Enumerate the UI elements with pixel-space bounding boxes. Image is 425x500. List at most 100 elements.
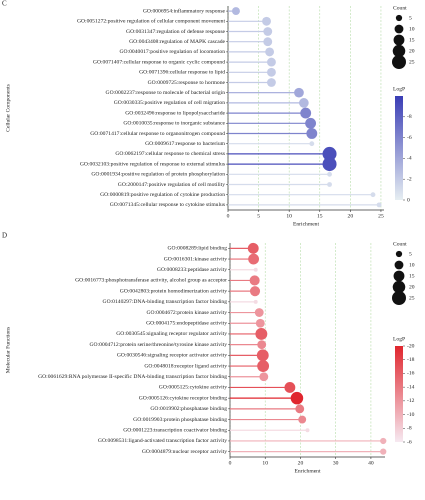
dot <box>305 117 317 129</box>
dot <box>370 192 376 198</box>
colorbar-label: -6 <box>407 135 412 141</box>
color-legend-title: LogP <box>393 336 405 342</box>
colorbar-label: -8 <box>407 426 412 432</box>
category-label: GO:0042803:protein homodimerization acti… <box>120 288 227 294</box>
category-label: GO:0098531:ligand-activated transcriptio… <box>98 437 227 444</box>
category-label: GO:0019903:protein phosphatase binding <box>133 417 227 423</box>
category-label: GO:0071396:cellular response to lipid <box>139 70 225 76</box>
size-legend-title: Count <box>393 241 407 247</box>
dot <box>267 67 276 77</box>
size-legend-label: 20 <box>409 284 415 290</box>
colorbar <box>395 346 403 442</box>
dot <box>380 437 387 445</box>
category-label: GO:0071345:cellular response to cytokine… <box>110 202 225 208</box>
y-axis-title: Molecular Functions <box>5 327 11 373</box>
dot <box>253 299 258 304</box>
category-label: GO:0016301:kinase activity <box>164 256 227 262</box>
colorbar-label: -10 <box>407 412 415 418</box>
dot <box>247 242 259 254</box>
size-legend-dot <box>395 14 403 22</box>
category-label: GO:0032103:positive regulation of respon… <box>80 160 225 167</box>
category-label: GO:0030545:signaling receptor regulator … <box>116 331 227 337</box>
x-tick-label: 0 <box>229 460 232 466</box>
colorbar-label: -16 <box>407 371 415 377</box>
dot <box>249 275 260 286</box>
dot <box>306 128 318 139</box>
dot <box>322 146 337 161</box>
dot <box>267 78 276 87</box>
dot <box>249 286 261 297</box>
category-label: GO:0032496:response to lipopolysaccharid… <box>125 110 225 116</box>
category-label: GO:0030335:positive regulation of cell m… <box>114 99 225 106</box>
dot <box>257 360 270 372</box>
colorbar-label: -2 <box>407 176 412 182</box>
colorbar-label: -18 <box>407 357 415 363</box>
dot <box>298 415 307 424</box>
size-legend-label: 5 <box>409 15 412 21</box>
dot <box>263 27 273 36</box>
category-label: GO:0016773:phosphotransferase activity, … <box>75 277 227 284</box>
size-legend-title: Count <box>393 5 407 11</box>
category-label: GO:0040017:positive regulation of locomo… <box>120 48 226 55</box>
color-legend-title: LogP <box>393 86 405 92</box>
dot <box>327 171 332 177</box>
dot <box>327 182 332 187</box>
size-legend-dot <box>394 260 404 270</box>
colorbar-label: 0 <box>407 197 410 203</box>
x-tick-label: 5 <box>257 213 260 219</box>
dot <box>295 404 305 414</box>
dot <box>267 57 276 67</box>
colorbar-label: -14 <box>407 384 415 390</box>
dot <box>294 87 304 98</box>
category-label: GO:0004879:nuclear receptor activity <box>142 449 227 455</box>
x-tick-label: 25 <box>378 213 384 219</box>
size-legend-label: 15 <box>409 37 415 43</box>
dot <box>380 448 387 455</box>
category-label: GO:0051272:positive regulation of cellul… <box>77 18 225 25</box>
x-tick-label: 20 <box>298 460 304 466</box>
size-legend-label: 10 <box>409 262 415 268</box>
dot <box>253 267 258 272</box>
size-legend-dot <box>393 34 405 46</box>
size-legend-dot <box>393 270 405 282</box>
dot <box>255 318 265 328</box>
category-label: GO:0005125:cytokine activity <box>159 385 227 391</box>
x-tick-label: 15 <box>317 213 323 219</box>
category-label: GO:0002237:response to molecule of bacte… <box>106 89 226 96</box>
category-label: GO:0004672:protein kinase activity <box>147 310 228 316</box>
size-legend-dot <box>395 250 403 258</box>
category-label: GO:0001934:positive regulation of protei… <box>91 171 225 178</box>
dot <box>255 328 268 340</box>
category-label: GO:0004712:protein serine/threonine/tyro… <box>90 342 228 348</box>
size-legend-dot <box>392 291 406 305</box>
colorbar-label: -4 <box>407 156 412 162</box>
dot <box>259 372 269 382</box>
category-label: GO:0005126:cytokine receptor binding <box>139 395 227 401</box>
x-tick-label: 30 <box>333 460 339 466</box>
dot <box>290 391 304 405</box>
dot <box>300 107 312 119</box>
colorbar-label: -6 <box>407 439 412 445</box>
size-legend-dot <box>392 44 406 58</box>
dot <box>305 428 310 433</box>
category-label: GO:0000819:positive regulation of cytoki… <box>100 191 225 198</box>
category-label: GO:0009725:response to hormone <box>148 80 226 86</box>
category-label: GO:0009617:response to bacterium <box>145 141 225 147</box>
category-label: GO:0006954:inflammatory response <box>143 7 226 14</box>
size-legend-dot <box>392 55 406 69</box>
dot <box>299 98 309 108</box>
x-tick-label: 10 <box>262 460 268 466</box>
category-label: GO:0048018:receptor ligand activity <box>144 363 227 369</box>
category-label: GO:0010035:response to inorganic substan… <box>123 121 225 127</box>
category-label: GO:0071407:cellular response to organic … <box>93 59 225 65</box>
size-legend-label: 10 <box>409 26 415 32</box>
dot <box>309 141 315 147</box>
category-label: GO:0008233:peptidase activity <box>157 267 227 273</box>
size-legend-label: 20 <box>409 48 415 54</box>
size-legend-dot <box>394 24 404 34</box>
size-legend-label: 25 <box>409 59 415 65</box>
dot <box>263 37 273 47</box>
category-label: GO:0140297:DNA-binding transcription fac… <box>103 298 228 305</box>
size-legend-label: 25 <box>409 295 415 301</box>
